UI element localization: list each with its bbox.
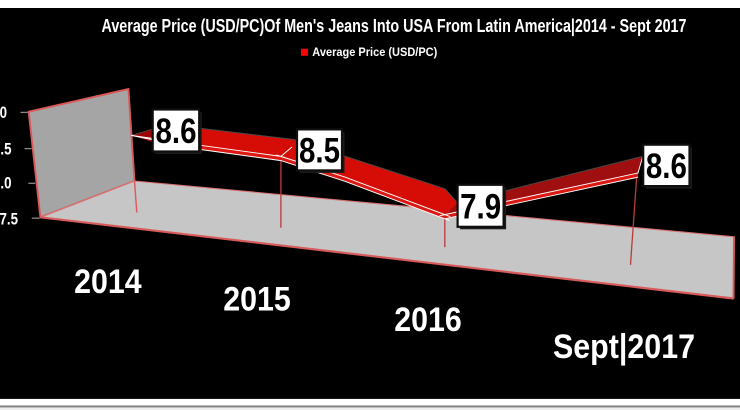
- svg-text:Average Price (USD/PC): Average Price (USD/PC): [312, 45, 437, 59]
- svg-text:8.6: 8.6: [646, 147, 687, 186]
- svg-text:7.5: 7.5: [0, 210, 18, 228]
- svg-text:2015: 2015: [223, 281, 291, 319]
- svg-text:8.6: 8.6: [156, 112, 197, 151]
- svg-text:2016: 2016: [394, 301, 462, 339]
- svg-text:Average Price (USD/PC)Of Men's: Average Price (USD/PC)Of Men's Jeans Int…: [102, 15, 687, 36]
- svg-text:Sept|2017: Sept|2017: [553, 328, 695, 366]
- svg-text:9.0: 9.0: [0, 104, 7, 122]
- svg-text:7.9: 7.9: [460, 187, 501, 226]
- svg-text:8.0: 8.0: [0, 175, 12, 193]
- svg-text:8.5: 8.5: [299, 131, 340, 170]
- svg-text:8.5: 8.5: [0, 141, 12, 159]
- svg-text:2014: 2014: [74, 263, 142, 301]
